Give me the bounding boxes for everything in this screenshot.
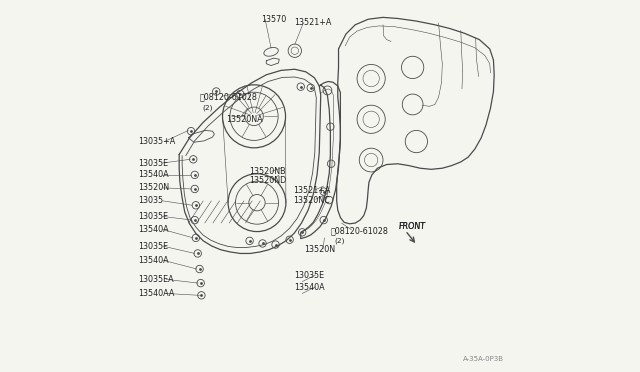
Text: 13520ND: 13520ND bbox=[250, 176, 287, 185]
Circle shape bbox=[192, 234, 200, 241]
Circle shape bbox=[196, 265, 204, 273]
Text: 13570: 13570 bbox=[260, 15, 286, 24]
Text: 13521+A: 13521+A bbox=[293, 186, 331, 195]
Text: (2): (2) bbox=[334, 238, 344, 244]
Circle shape bbox=[320, 188, 328, 195]
Circle shape bbox=[237, 90, 244, 98]
Text: 13035EA: 13035EA bbox=[138, 275, 174, 284]
Text: 13520N: 13520N bbox=[305, 245, 335, 254]
Text: 13035E: 13035E bbox=[138, 241, 168, 250]
Text: 13540AA: 13540AA bbox=[138, 289, 175, 298]
Text: 13035: 13035 bbox=[138, 196, 164, 205]
Text: 13520NB: 13520NB bbox=[250, 167, 286, 176]
Text: 13520N: 13520N bbox=[138, 183, 170, 192]
Circle shape bbox=[191, 185, 198, 193]
Circle shape bbox=[191, 217, 198, 224]
Text: Ⓑ08120-61028: Ⓑ08120-61028 bbox=[200, 93, 257, 102]
Text: 13035+A: 13035+A bbox=[138, 137, 175, 146]
Text: 13540A: 13540A bbox=[294, 283, 324, 292]
Circle shape bbox=[307, 84, 314, 92]
Circle shape bbox=[197, 279, 204, 287]
Text: 13035E: 13035E bbox=[138, 212, 168, 221]
Circle shape bbox=[192, 202, 200, 209]
Circle shape bbox=[272, 241, 279, 248]
Circle shape bbox=[191, 171, 198, 179]
Text: A-35A-0P3B: A-35A-0P3B bbox=[463, 356, 504, 362]
Text: 13520NC: 13520NC bbox=[293, 196, 330, 205]
Text: FRONT: FRONT bbox=[399, 221, 426, 231]
Circle shape bbox=[320, 217, 328, 224]
Text: FRONT: FRONT bbox=[398, 222, 425, 231]
Text: 13520NA: 13520NA bbox=[227, 115, 263, 124]
Text: 13540A: 13540A bbox=[138, 225, 169, 234]
Text: 13521+A: 13521+A bbox=[294, 19, 332, 28]
Circle shape bbox=[188, 128, 195, 135]
Circle shape bbox=[198, 292, 205, 299]
Circle shape bbox=[286, 236, 293, 243]
Circle shape bbox=[259, 240, 266, 247]
Circle shape bbox=[246, 237, 253, 244]
Text: 13540A: 13540A bbox=[138, 256, 169, 264]
Text: Ⓑ08120-61028: Ⓑ08120-61028 bbox=[331, 226, 389, 235]
Text: 13035E: 13035E bbox=[294, 271, 324, 280]
Circle shape bbox=[212, 88, 220, 95]
Text: 13035E: 13035E bbox=[138, 158, 168, 167]
Circle shape bbox=[297, 83, 305, 90]
Circle shape bbox=[298, 229, 306, 236]
Circle shape bbox=[189, 155, 197, 163]
Circle shape bbox=[194, 250, 202, 257]
Text: 13540A: 13540A bbox=[138, 170, 169, 179]
Text: (2): (2) bbox=[202, 104, 213, 111]
